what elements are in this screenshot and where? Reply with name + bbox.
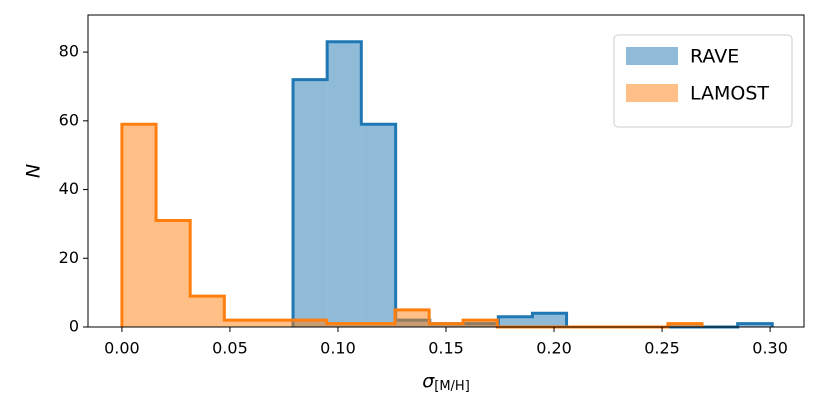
bar bbox=[258, 320, 293, 327]
x-tick-label: 0.25 bbox=[644, 339, 680, 358]
bar bbox=[667, 323, 703, 327]
legend-label: RAVE bbox=[690, 46, 739, 68]
x-tick-label: 0.30 bbox=[752, 339, 788, 358]
bar bbox=[327, 41, 362, 328]
bar bbox=[429, 323, 464, 327]
bar bbox=[360, 323, 396, 327]
x-axis-label-subscript: [M/H] bbox=[434, 379, 470, 394]
legend: RAVE LAMOST bbox=[613, 34, 793, 128]
x-tick-label: 0.00 bbox=[104, 339, 140, 358]
bar bbox=[224, 320, 259, 327]
bar bbox=[395, 309, 430, 327]
x-tick-label: 0.10 bbox=[320, 339, 356, 358]
bar bbox=[498, 316, 533, 327]
histogram-outline bbox=[120, 122, 704, 329]
x-tick-label: 0.20 bbox=[536, 339, 572, 358]
y-axis-label: N bbox=[23, 164, 45, 178]
y-tick-label: 60 bbox=[59, 110, 79, 129]
bar bbox=[532, 313, 567, 327]
x-axis-label: σ[M/H] bbox=[422, 370, 470, 394]
bar bbox=[156, 220, 191, 327]
legend-swatch bbox=[626, 84, 678, 102]
x-tick-label: 0.05 bbox=[212, 339, 248, 358]
legend-label: LAMOST bbox=[690, 83, 769, 105]
y-tick-label: 40 bbox=[59, 179, 79, 198]
bar bbox=[292, 320, 327, 327]
bar bbox=[190, 296, 225, 327]
bar bbox=[737, 323, 773, 327]
y-tick-label: 0 bbox=[69, 317, 79, 336]
x-axis-label-symbol: σ bbox=[422, 370, 435, 392]
bar bbox=[326, 323, 361, 327]
legend-swatch bbox=[626, 47, 678, 65]
bar bbox=[361, 124, 396, 327]
y-tick-label: 80 bbox=[59, 42, 79, 61]
bar bbox=[463, 320, 498, 327]
y-tick-label: 20 bbox=[59, 248, 79, 267]
x-tick-label: 0.15 bbox=[428, 339, 464, 358]
bar bbox=[121, 124, 157, 327]
bar bbox=[293, 79, 328, 327]
